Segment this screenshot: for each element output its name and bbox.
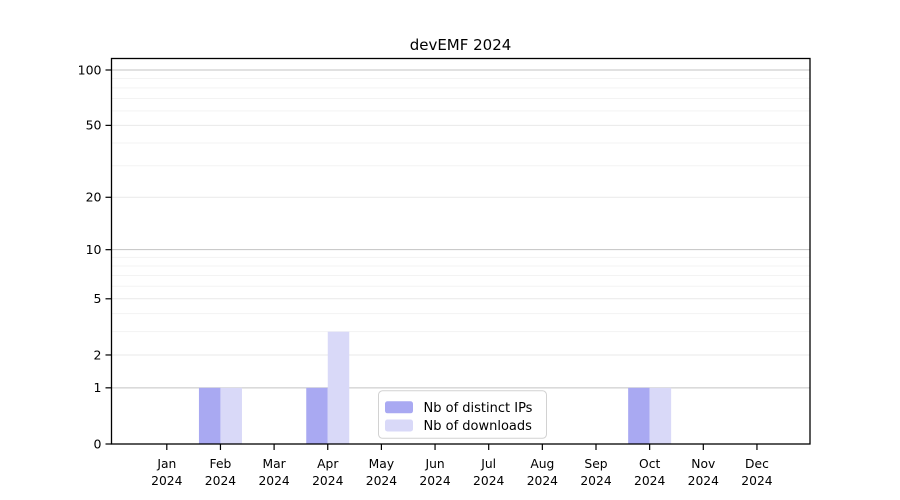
x-tick-year-dec-2024: 2024 (741, 474, 772, 488)
x-tick-label-sep-2024: Sep (584, 457, 607, 471)
y-tick-label-10: 10 (86, 242, 102, 257)
x-tick-year-nov-2024: 2024 (688, 474, 719, 488)
x-tick-year-may-2024: 2024 (366, 474, 397, 488)
x-tick-year-jul-2024: 2024 (473, 474, 504, 488)
chart-title: devEMF 2024 (410, 36, 512, 54)
bar-nb-of-distinct-ips-oct-2024 (628, 387, 650, 444)
x-tick-label-jan-2024: Jan (156, 457, 176, 471)
y-tick-label-20: 20 (86, 190, 102, 205)
x-tick-year-oct-2024: 2024 (634, 474, 665, 488)
bar-nb-of-distinct-ips-apr-2024 (306, 387, 328, 444)
x-tick-label-aug-2024: Aug (530, 457, 554, 471)
y-tick-label-0: 0 (94, 436, 102, 451)
x-tick-year-sep-2024: 2024 (580, 474, 611, 488)
bar-nb-of-downloads-apr-2024 (327, 331, 350, 444)
x-tick-label-nov-2024: Nov (691, 457, 715, 471)
y-tick-label-50: 50 (86, 118, 102, 133)
x-tick-label-mar-2024: Mar (262, 457, 286, 471)
legend-box (378, 390, 547, 439)
gridlines-layer (111, 69, 810, 389)
plot-border (110, 57, 811, 445)
bar-nb-of-distinct-ips-feb-2024 (198, 387, 221, 444)
bar-nb-of-downloads-feb-2024 (220, 387, 242, 444)
bars-layer (198, 331, 672, 444)
x-tick-label-dec-2024: Dec (745, 457, 769, 471)
x-tick-label-may-2024: May (369, 457, 394, 471)
y-tick-label-2: 2 (94, 347, 102, 362)
legend-label-nb-of-downloads: Nb of downloads (424, 419, 533, 434)
y-tick-label-100: 100 (78, 62, 102, 77)
x-tick-year-apr-2024: 2024 (312, 474, 343, 488)
x-tick-label-apr-2024: Apr (317, 457, 339, 471)
x-tick-year-feb-2024: 2024 (205, 474, 236, 488)
y-tick-label-5: 5 (94, 291, 102, 306)
legend-swatch-nb-of-distinct-ips (385, 401, 413, 414)
legend-label-nb-of-distinct-ips: Nb of distinct IPs (424, 401, 533, 416)
x-tick-label-feb-2024: Feb (210, 457, 232, 471)
axes-layer (105, 57, 811, 450)
x-tick-label-jul-2024: Jul (480, 457, 496, 471)
x-tick-year-mar-2024: 2024 (258, 474, 289, 488)
x-tick-label-oct-2024: Oct (639, 457, 660, 471)
legend: Nb of distinct IPs Nb of downloads (378, 390, 547, 439)
legend-swatch-nb-of-downloads (385, 419, 413, 432)
y-tick-label-1: 1 (94, 380, 102, 395)
x-tick-year-jun-2024: 2024 (419, 474, 450, 488)
tick-labels-layer: 0 1 2 5 10 20 50 100 Jan 2024 Feb 2024 Mar 2024 Apr 202… (78, 62, 773, 488)
x-tick-year-jan-2024: 2024 (151, 474, 182, 488)
bar-nb-of-downloads-oct-2024 (649, 387, 672, 444)
x-tick-year-aug-2024: 2024 (527, 474, 558, 488)
x-tick-label-jun-2024: Jun (424, 457, 444, 471)
